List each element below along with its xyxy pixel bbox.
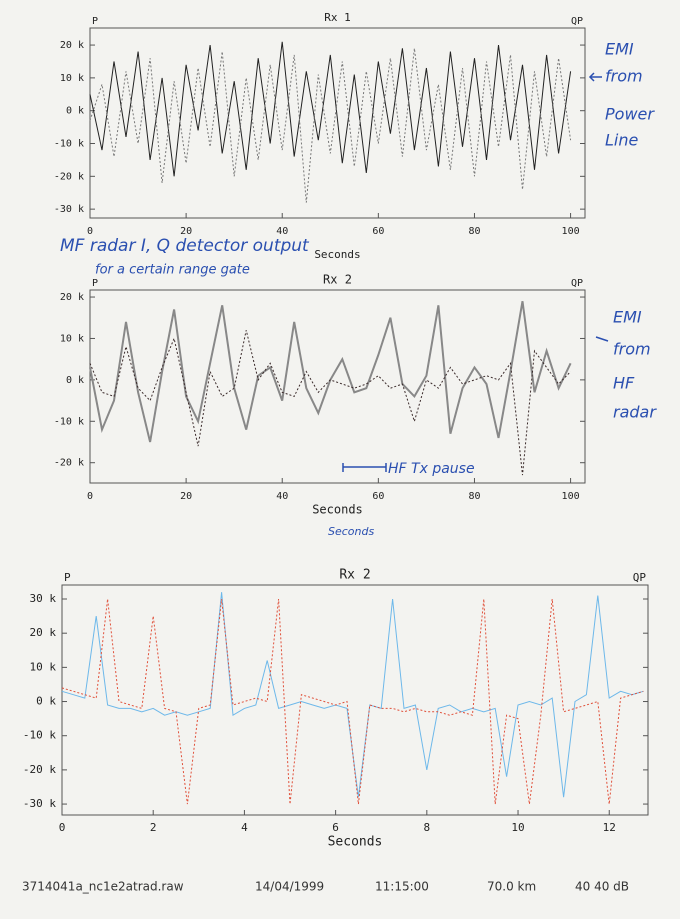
annotation: from	[605, 67, 643, 86]
x-tick-label: 40	[276, 226, 288, 237]
y-tick-label: -20 k	[23, 763, 56, 776]
series-line	[89, 41, 572, 177]
series-line	[89, 48, 572, 203]
plot-frame	[89, 289, 586, 484]
y-tick-label: 20 k	[60, 40, 84, 51]
legend-label: P	[64, 571, 71, 584]
series-line	[89, 330, 571, 476]
annotation: HF	[613, 374, 635, 393]
annotation: HF Tx pause	[388, 461, 475, 477]
legend-label: P	[92, 16, 98, 27]
footer-gain: 40 40 dB	[575, 880, 629, 894]
x-axis-label: Seconds	[314, 248, 360, 261]
y-tick-label: 30 k	[30, 592, 57, 605]
x-tick-label: 40	[276, 491, 288, 502]
plot-frame	[89, 27, 586, 219]
y-tick-label: 20 k	[60, 292, 84, 303]
y-tick-label: 10 k	[60, 333, 84, 344]
x-tick-label: 4	[241, 821, 248, 834]
arrow-head	[588, 72, 595, 82]
x-tick-label: 12	[603, 821, 616, 834]
legend-label: QP	[633, 571, 647, 584]
y-tick-label: 0 k	[66, 375, 84, 386]
y-tick-label: -20 k	[54, 171, 84, 182]
x-tick-label: 0	[59, 821, 66, 834]
x-tick-label: 20	[180, 226, 192, 237]
x-tick-label: 0	[87, 226, 93, 237]
annotation: from	[613, 340, 651, 359]
y-tick-label: -10 k	[54, 416, 84, 427]
x-tick-label: 6	[332, 821, 339, 834]
x-tick-label: 8	[424, 821, 431, 834]
annotation: Line	[605, 131, 639, 150]
y-tick-label: -30 k	[23, 797, 56, 810]
x-tick-label: 100	[562, 491, 580, 502]
legend-label: QP	[571, 16, 583, 27]
y-tick-label: 0 k	[66, 106, 84, 117]
chart-title: Rx 1	[324, 11, 351, 24]
y-tick-label: -30 k	[54, 204, 84, 215]
x-axis-label: Seconds	[312, 503, 363, 517]
x-tick-label: 60	[372, 491, 384, 502]
x-tick-label: 80	[468, 491, 480, 502]
annotation: radar	[613, 403, 657, 422]
y-tick-label: -10 k	[23, 729, 56, 742]
annotation: for a certain range gate	[95, 263, 250, 278]
annotation: EMI	[613, 308, 642, 327]
chart-title: Rx 2	[339, 568, 370, 583]
legend-label: QP	[571, 278, 583, 289]
x-tick-label: 0	[87, 491, 93, 502]
footer-time: 11:15:00	[375, 880, 429, 894]
y-tick-label: 20 k	[30, 626, 57, 639]
y-tick-label: -10 k	[54, 139, 84, 150]
x-tick-label: 80	[468, 226, 480, 237]
footer-range: 70.0 km	[487, 880, 536, 894]
x-tick-label: 20	[180, 491, 192, 502]
y-tick-label: 10 k	[30, 660, 57, 673]
plot-frame	[61, 584, 649, 816]
y-tick-label: 10 k	[60, 73, 84, 84]
y-tick-label: 0 k	[36, 695, 56, 708]
arrow	[595, 336, 609, 342]
x-tick-label: 10	[511, 821, 524, 834]
x-tick-label: 2	[150, 821, 157, 834]
footer-file: 3714041a_nc1e2atrad.raw	[22, 880, 184, 894]
pause-bracket	[342, 463, 387, 472]
chart-title: Rx 2	[323, 273, 352, 287]
legend-label: P	[92, 278, 98, 289]
annotation: Power	[605, 105, 655, 124]
footer-date: 14/04/1999	[255, 880, 324, 894]
y-tick-label: -20 k	[54, 458, 84, 469]
x-axis-label: Seconds	[328, 835, 383, 850]
annotation: EMI	[605, 40, 634, 59]
annotation: MF radar I, Q detector output	[60, 236, 310, 256]
series-line	[61, 598, 644, 805]
x-tick-label: 100	[562, 226, 580, 237]
x-tick-label: 60	[372, 226, 384, 237]
annotation: Seconds	[328, 525, 374, 538]
